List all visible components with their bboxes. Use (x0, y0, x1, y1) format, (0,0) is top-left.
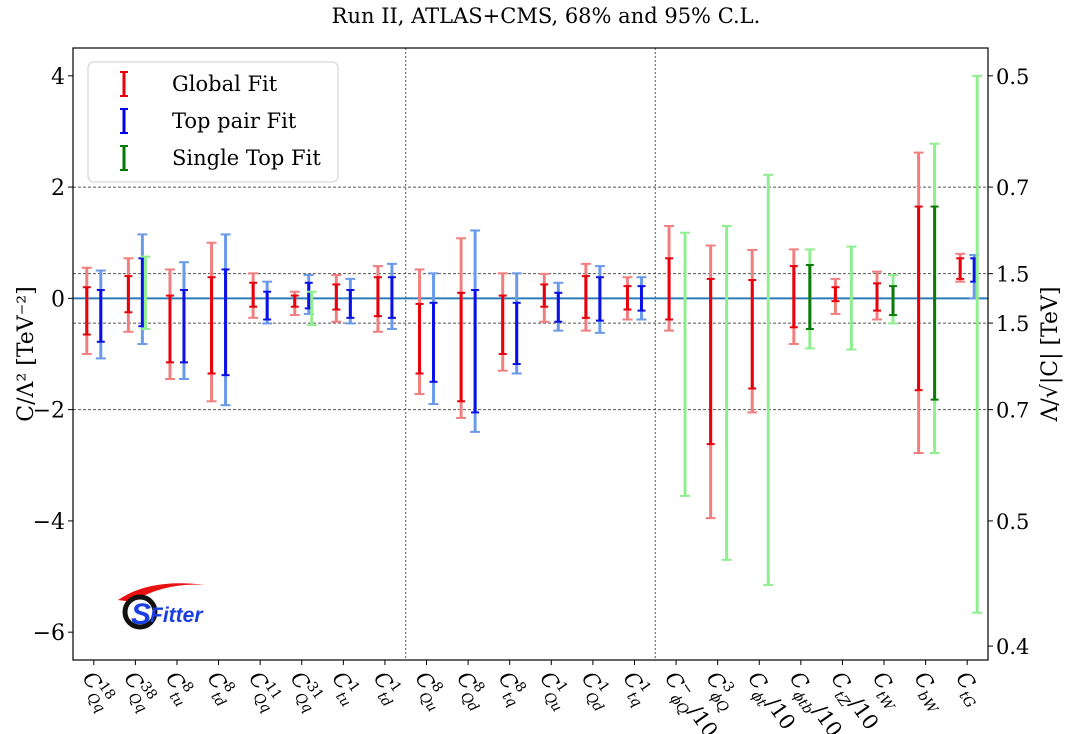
x-tick-label: C8tq (489, 666, 533, 710)
axes-frame (72, 47, 989, 661)
x-tick-label: CbW (905, 667, 953, 718)
x-tick-label: C8td (198, 666, 242, 710)
global-ci68-bar (415, 302, 424, 375)
global-ci68-bar (706, 277, 715, 446)
global-ci68-bar (540, 283, 549, 308)
global-ci68-bar (831, 286, 840, 303)
logo-ring (122, 594, 158, 630)
pair-ci68-bar (96, 289, 105, 343)
y-tick-label: −6 (33, 621, 65, 646)
pair-ci68-bar (595, 276, 604, 322)
single-ci68-bar (889, 285, 898, 317)
global-ci68-bar (457, 291, 466, 403)
y-ticks-right: 0.5 0.7 1.5 1.5 0.7 0.5 0.4 (988, 65, 1029, 659)
x-ticks: C18QqC38QqC8tuC8tdC11QqC31QqC1tuC1tdC8Qu… (73, 660, 989, 734)
y-right-tick-label: 0.7 (996, 176, 1029, 200)
single-ci95-bar (972, 74, 983, 614)
single-ci95-bar (763, 173, 774, 586)
global-ci68-bar (956, 257, 965, 280)
sfitter-logo: S Fitter (118, 583, 205, 631)
pair-ci68-bar (429, 301, 438, 383)
global-ci68-bar (249, 281, 258, 308)
y-axis-label-left-text: C/Λ² [TeV⁻²] (14, 286, 39, 421)
global-ci68-bar (665, 257, 674, 321)
x-tick-label: C11Qq (239, 666, 287, 716)
y-axis-label-left: C/Λ² [TeV⁻²] (14, 286, 39, 421)
legend-label: Top pair Fit (172, 109, 297, 133)
x-tick-label: C8Qd (447, 666, 495, 715)
global-ci68-bar (789, 265, 798, 329)
single-ci95-bar (140, 255, 151, 330)
legend-box (87, 61, 339, 183)
pair-ci68-bar (637, 285, 646, 312)
global-ci68-bar (332, 283, 341, 311)
global-ci68-bar (207, 276, 216, 375)
global-ci68-bar (165, 294, 174, 364)
pair-ci68-bar (221, 268, 230, 377)
pair-ci68-bar (263, 290, 272, 321)
y-axis-label-right: Λ/√|C| [TeV] (1038, 286, 1063, 422)
y-ticks-left: −6 −4 −2 0 2 4 (33, 65, 73, 646)
y-right-tick-label: 0.5 (996, 65, 1029, 89)
x-tick-label: C31Qq (281, 666, 329, 716)
x-tick-label: C8Qu (406, 666, 454, 715)
single-ci68-bar (930, 205, 939, 401)
plot-frame (72, 47, 989, 661)
legend: Global Fit Top pair Fit Single Top Fit (87, 61, 339, 183)
single-ci68-bar (805, 263, 814, 330)
x-tick-label: C1Qu (530, 666, 578, 715)
x-tick-label: CtG (946, 667, 989, 711)
x-tick-label: C1tu (322, 666, 366, 710)
single-ci95-bar (306, 290, 317, 327)
y-tick-label: 4 (51, 65, 65, 90)
y-tick-label: −4 (33, 510, 65, 535)
global-ci68-bar (623, 285, 632, 311)
y-right-tick-label: 1.5 (996, 263, 1029, 287)
global-ci68-bar (498, 294, 507, 355)
x-tick-label: C1tq (613, 666, 657, 710)
logo-s: S (131, 598, 151, 631)
chart-title: Run II, ATLAS+CMS, 68% and 95% C.L. (332, 4, 761, 28)
global-ci68-bar (748, 279, 757, 390)
y-right-tick-label: 0.4 (996, 635, 1029, 659)
global-ci68-bar (914, 205, 923, 392)
legend-label: Single Top Fit (172, 146, 321, 170)
global-ci68-bar (82, 286, 91, 336)
single-ci95-bar (680, 231, 691, 497)
pair-ci68-bar (179, 289, 188, 364)
x-tick-label: C8tu (156, 666, 200, 710)
x-tick-label: C1Qd (572, 666, 620, 715)
pair-ci68-bar (387, 276, 396, 319)
global-ci68-bar (581, 275, 590, 319)
global-ci68-bar (290, 294, 299, 308)
pair-ci68-bar (471, 289, 480, 414)
y-right-tick-label: 0.5 (996, 510, 1029, 534)
pair-ci68-bar (512, 301, 521, 366)
y-axis-label-right-text: Λ/√|C| [TeV] (1038, 286, 1063, 422)
y-right-tick-label: 0.7 (996, 399, 1029, 423)
y-tick-label: 0 (51, 287, 65, 312)
error-bars (81, 74, 983, 614)
legend-label: Global Fit (172, 72, 278, 96)
global-ci68-bar (373, 276, 382, 318)
pair-ci68-bar (554, 291, 563, 323)
y-tick-label: −2 (33, 399, 65, 424)
single-ci95-bar (721, 225, 732, 561)
x-tick-label: C18Qq (73, 666, 121, 716)
global-ci68-bar (873, 282, 882, 312)
x-tick-label: C1td (364, 666, 408, 710)
x-tick-label: C38Qq (114, 666, 162, 716)
global-ci68-bar (124, 275, 133, 314)
y-right-tick-label: 1.5 (996, 312, 1029, 336)
y-tick-label: 2 (51, 176, 65, 201)
logo-text: Fitter (150, 604, 204, 627)
pair-ci68-bar (346, 289, 355, 319)
single-ci95-bar (846, 245, 857, 351)
